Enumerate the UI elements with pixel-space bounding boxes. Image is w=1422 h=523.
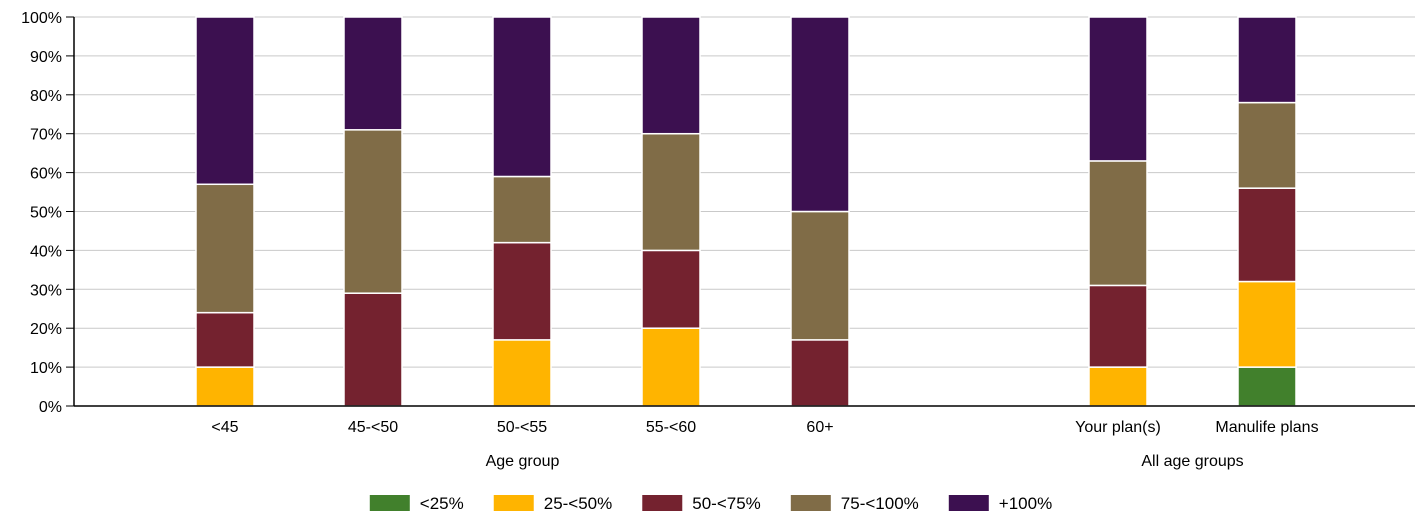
bar-segment [195,183,255,314]
bar-segment [195,16,255,186]
x-tick-label: <45 [211,419,238,436]
group-label: All age groups [1141,453,1243,470]
legend-item: 75-<100% [790,494,919,513]
bar-segment [1237,187,1297,283]
y-tick-label: 80% [30,88,62,105]
legend-item: <25% [369,494,464,513]
x-tick-label: 55-<60 [646,419,696,436]
legend-swatch [369,495,410,511]
bar-segment [1088,160,1148,287]
bar-segment [492,241,552,341]
group-label: Age group [486,453,560,470]
bar-segment [343,16,403,131]
bar-segment [1237,366,1297,407]
bar-segment [1237,280,1297,368]
bar-segment [492,175,552,244]
legend-item: +100% [948,494,1052,513]
x-tick-label: 45-<50 [348,419,398,436]
y-tick-label: 70% [30,127,62,144]
bar-segment [641,327,701,407]
y-tick-label: 10% [30,360,62,377]
legend-label: +100% [999,494,1052,513]
legend-label: <25% [420,494,464,513]
y-tick-label: 90% [30,49,62,66]
legend-swatch [493,495,534,511]
bar-segment [492,16,552,178]
bar-segment [1088,284,1148,368]
y-axis: 0% 10% 20% 30% 40% 50% 60% 70% 80% 90% 100% [21,10,75,416]
bar-segment [1237,101,1297,189]
x-tick-label: 50-<55 [497,419,547,436]
x-tick-label: 60+ [806,419,833,436]
bar-segment [641,249,701,329]
legend: <25% 25-<50% 50-<75% 75-<100% +100% [369,494,1052,513]
y-tick-label: 40% [30,243,62,260]
bar-segment [790,210,850,341]
legend-swatch [948,495,989,511]
bar-segment [195,311,255,368]
bar-segment [1088,16,1148,162]
legend-swatch [642,495,683,511]
legend-item: 50-<75% [642,494,761,513]
legend-label: 75-<100% [841,494,919,513]
y-tick-label: 20% [30,321,62,338]
x-tick-label: Manulife plans [1215,419,1318,436]
legend-swatch [790,495,831,511]
y-tick-label: 50% [30,205,62,222]
bar-segment [1088,366,1148,407]
bar-segment [641,16,701,135]
legend-label: 50-<75% [692,494,761,513]
bar-segment [195,366,255,407]
x-axis: <45 45-<50 50-<55 55-<60 60+ Your plan(s) Manu… [74,405,1415,470]
legend-label: 25-<50% [544,494,613,513]
bar-segment [492,339,552,407]
legend-item: 25-<50% [493,494,613,513]
y-tick-label: 60% [30,166,62,183]
y-tick-label: 0% [39,399,62,416]
bar-segment [641,132,701,252]
gridlines [74,16,1415,368]
bar-segment [1237,16,1297,104]
bar-segment [790,16,850,213]
y-tick-label: 30% [30,282,62,299]
bar-segment [790,339,850,407]
y-tick-label: 100% [21,10,62,27]
bar-segment [343,292,403,407]
bars [195,16,1297,407]
bar-segment [343,129,403,294]
x-tick-label: Your plan(s) [1075,419,1161,436]
